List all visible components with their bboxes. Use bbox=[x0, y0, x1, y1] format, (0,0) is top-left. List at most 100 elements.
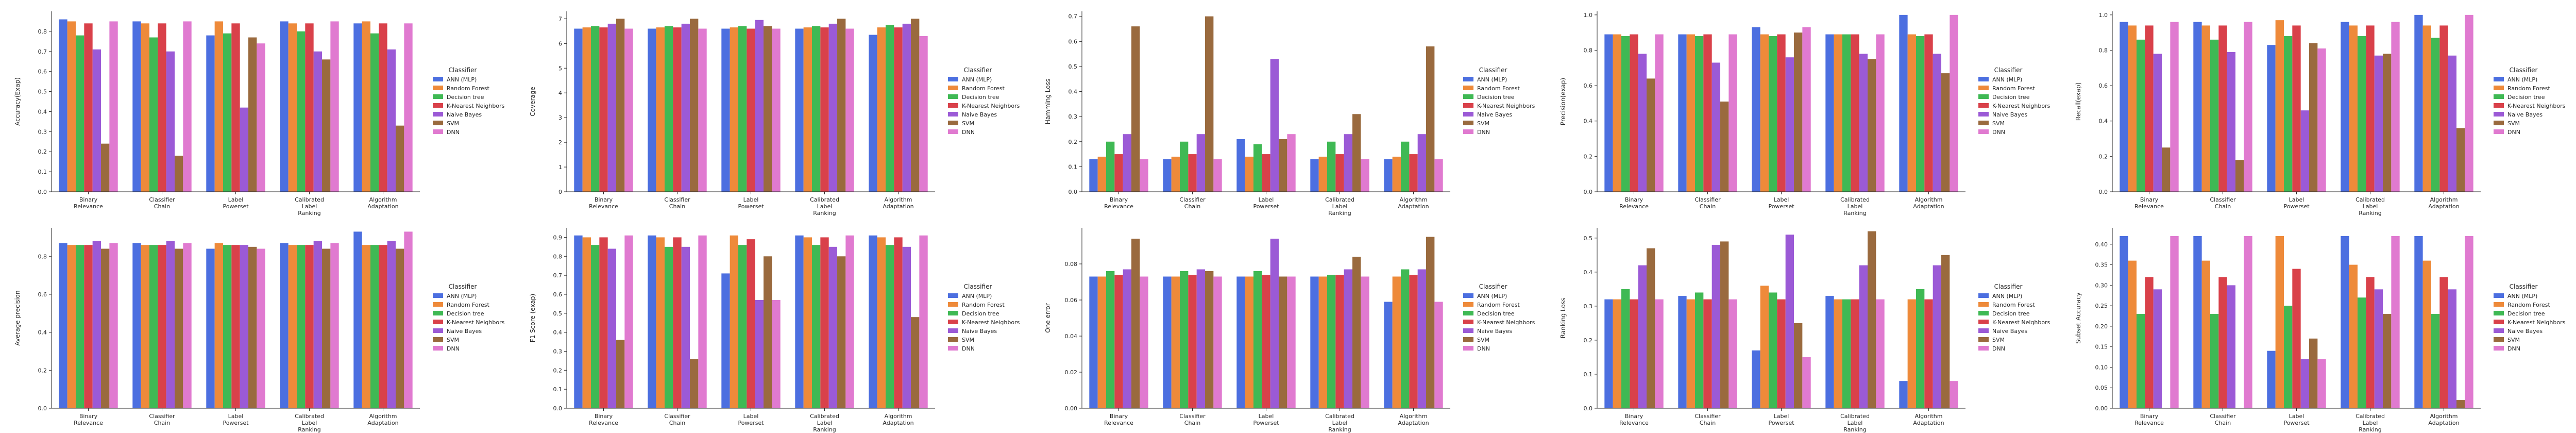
bar bbox=[1950, 381, 1958, 408]
bar bbox=[582, 27, 591, 192]
bar bbox=[894, 237, 903, 408]
chart-panel-1: Accuracy(Exap) 0.0 0.1 0.2 0.3 0.4 0.5 0.6 0.7 0.… bbox=[14, 11, 505, 216]
legend-entry: Random Forest bbox=[447, 302, 489, 308]
bar bbox=[280, 21, 289, 192]
y-tick-label: 0.0 bbox=[1069, 189, 1078, 195]
y-tick-label: 0.06 bbox=[1065, 297, 1078, 304]
bar bbox=[2244, 22, 2252, 192]
bar bbox=[206, 35, 215, 192]
bar bbox=[2300, 359, 2310, 408]
bar bbox=[730, 235, 738, 408]
y-tick-label: 0.8 bbox=[2099, 47, 2108, 54]
bar bbox=[1236, 276, 1245, 408]
legend-swatch bbox=[1463, 311, 1473, 315]
bar bbox=[1760, 34, 1769, 192]
x-tick-label: Adaptation bbox=[1398, 420, 1429, 426]
legend-entry: Random Forest bbox=[962, 302, 1005, 308]
x-tick-label: Ranking bbox=[1843, 210, 1867, 216]
x-tick-label: Powerset bbox=[2283, 420, 2310, 426]
bar bbox=[1287, 276, 1296, 408]
bar bbox=[845, 235, 854, 408]
bar bbox=[1434, 302, 1443, 408]
bar bbox=[132, 21, 141, 192]
legend-entry: Decision tree bbox=[1477, 310, 1515, 317]
x-tick-label: Binary bbox=[1110, 196, 1128, 203]
bar bbox=[404, 23, 413, 192]
legend-swatch bbox=[1463, 129, 1473, 134]
x-tick-label: Classifier bbox=[149, 413, 175, 420]
bar bbox=[1097, 156, 1106, 192]
bar bbox=[313, 241, 323, 408]
bar bbox=[1899, 14, 1908, 192]
y-tick-label: 0.2 bbox=[2099, 153, 2108, 160]
bar bbox=[1933, 265, 1942, 408]
bar bbox=[2120, 236, 2128, 408]
y-axis-title: Accuracy(Exap) bbox=[14, 77, 21, 126]
bar bbox=[837, 256, 846, 408]
y-tick-label: 0.3 bbox=[38, 128, 47, 135]
bar bbox=[820, 27, 829, 192]
bar bbox=[795, 28, 804, 192]
y-tick-label: 0.6 bbox=[38, 291, 47, 298]
bar bbox=[2128, 260, 2137, 408]
legend-swatch bbox=[1978, 86, 1989, 90]
bar bbox=[2439, 25, 2448, 192]
bar bbox=[1123, 269, 1132, 408]
bar bbox=[248, 37, 257, 192]
x-tick-label: Binary bbox=[1625, 413, 1643, 420]
bar bbox=[101, 248, 110, 408]
legend-swatch bbox=[2494, 121, 2504, 125]
bar bbox=[1114, 275, 1123, 408]
bar bbox=[2136, 314, 2145, 408]
chart-panel-5: Recall(exap) 0.0 0.2 0.4 0.6 0.8 1.0 BinaryRele… bbox=[2075, 11, 2566, 216]
x-tick-label: Algorithm bbox=[885, 196, 912, 203]
bar bbox=[1703, 34, 1712, 192]
y-tick-label: 0.2 bbox=[38, 148, 47, 155]
legend-swatch bbox=[2494, 103, 2504, 108]
bar bbox=[141, 245, 149, 408]
bar bbox=[1720, 102, 1729, 192]
legend-swatch bbox=[1463, 302, 1473, 307]
bar bbox=[1171, 156, 1180, 192]
bar bbox=[673, 237, 682, 408]
bar bbox=[894, 27, 903, 192]
x-tick-label: Powerset bbox=[1768, 203, 1794, 210]
legend-swatch bbox=[1463, 103, 1473, 108]
bar bbox=[404, 231, 413, 408]
bar bbox=[257, 43, 265, 192]
bar bbox=[2439, 277, 2448, 408]
legend-swatch bbox=[948, 346, 958, 351]
legend-swatch bbox=[1978, 103, 1989, 108]
y-tick-label: 0.0 bbox=[1584, 189, 1593, 195]
bar bbox=[1131, 239, 1140, 408]
legend-entry: ANN (MLP) bbox=[962, 76, 992, 83]
bar bbox=[1655, 34, 1664, 192]
legend-swatch bbox=[2494, 346, 2504, 351]
bar bbox=[721, 273, 730, 408]
bar bbox=[330, 21, 339, 192]
y-tick-label: 0.00 bbox=[2095, 405, 2108, 412]
y-tick-label: 0.4 bbox=[2099, 118, 2108, 125]
bar bbox=[837, 19, 846, 192]
bar bbox=[599, 27, 608, 192]
bar bbox=[2366, 25, 2375, 192]
bar bbox=[370, 33, 379, 192]
x-tick-label: Calibrated bbox=[2355, 413, 2385, 420]
y-tick-label: 1.0 bbox=[1584, 12, 1593, 19]
bar bbox=[1694, 36, 1704, 192]
x-tick-label: Label bbox=[302, 420, 317, 426]
y-tick-label: 0.2 bbox=[38, 367, 47, 374]
y-tick-label: 0.1 bbox=[1584, 371, 1593, 378]
y-axis-title: Precision(exap) bbox=[1560, 78, 1567, 125]
bar bbox=[845, 28, 854, 192]
legend-entry: K-Nearest Neighbors bbox=[1477, 103, 1535, 109]
x-tick-label: Chain bbox=[1184, 203, 1200, 210]
legend-title: Classifier bbox=[964, 283, 992, 290]
bar bbox=[109, 243, 118, 408]
legend-swatch bbox=[433, 311, 443, 315]
bar bbox=[2309, 338, 2318, 408]
bar bbox=[1638, 265, 1647, 408]
bar bbox=[1179, 141, 1189, 192]
y-tick-label: 1.0 bbox=[2099, 12, 2108, 19]
y-tick-label: 0.5 bbox=[38, 89, 47, 95]
